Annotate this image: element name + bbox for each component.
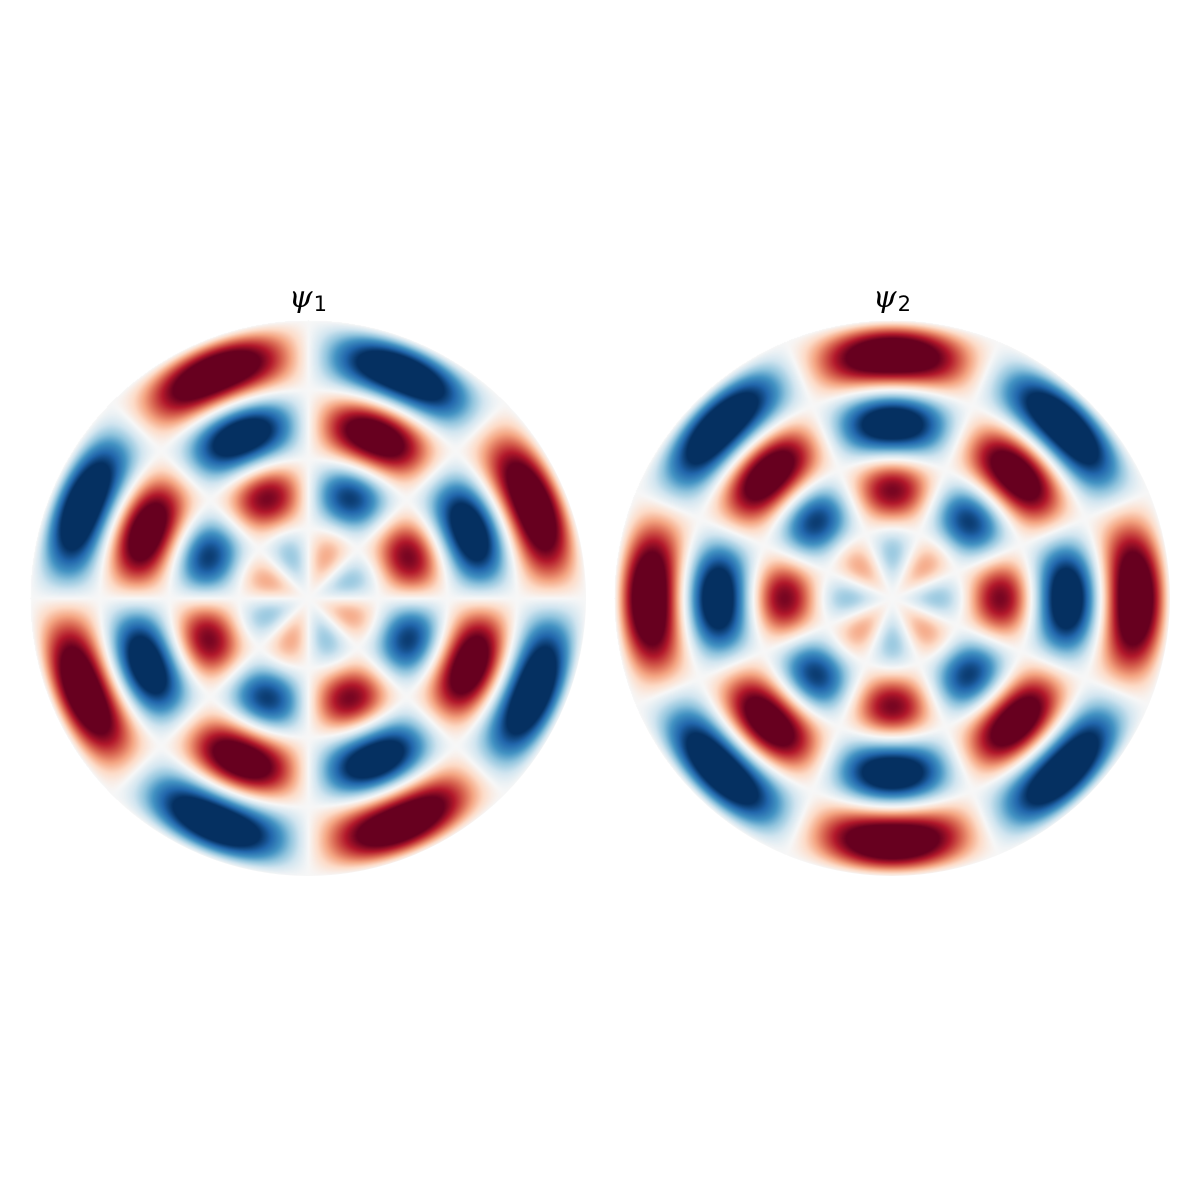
psi1-field-plot <box>30 320 586 876</box>
psi1-title-subscript: 1 <box>313 292 327 316</box>
psi2-panel: ψ2 <box>612 270 1172 890</box>
psi1-title-symbol: ψ <box>289 280 313 315</box>
psi1-panel: ψ1 <box>28 270 588 890</box>
psi1-title: ψ1 <box>28 280 588 322</box>
psi2-title: ψ2 <box>612 280 1172 322</box>
psi2-title-symbol: ψ <box>873 280 897 315</box>
psi2-field-plot <box>614 320 1170 876</box>
psi2-title-subscript: 2 <box>897 292 911 316</box>
